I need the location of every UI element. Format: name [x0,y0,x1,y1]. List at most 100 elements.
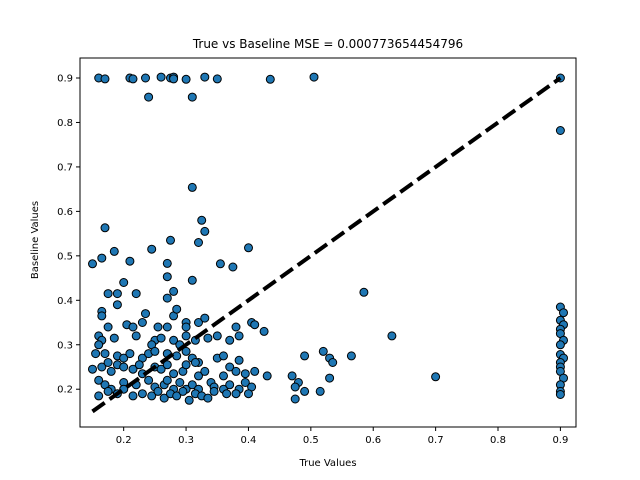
y-tick-label: 0.3 [57,340,73,351]
scatter-point [162,375,172,385]
scatter-point [187,92,197,102]
scatter-point [555,126,565,135]
scatter-point [169,286,179,296]
scatter-point [100,74,110,84]
scatter-point [156,333,166,343]
scatter-point [141,73,150,83]
x-tick-label: 0.4 [240,435,256,446]
scatter-point [94,375,104,385]
scatter-point [125,349,135,359]
scatter-point [156,364,166,374]
scatter-point [88,259,97,269]
scatter-point [103,322,113,332]
scatter-point [137,389,147,399]
scatter-point [200,313,210,323]
scatter-point [265,74,275,84]
scatter-point [172,391,182,401]
scatter-point [169,74,179,84]
scatter-point [88,364,97,374]
scatter-point [231,389,241,399]
scatter-point [144,375,154,385]
y-tick-label: 0.6 [57,207,73,218]
y-tick-label: 0.7 [57,162,73,173]
scatter-point [187,275,197,285]
scatter-point [200,72,210,82]
scatter-point [431,372,441,382]
scatter-point [200,226,210,236]
scatter-point [147,244,157,254]
scatter-point [119,278,129,287]
scatter-point [203,333,213,343]
scatter-point [109,333,119,343]
scatter-point [97,253,107,263]
scatter-point [184,395,194,405]
scatter-point [119,353,129,363]
scatter-point [100,349,110,359]
x-axis-label: True Values [298,458,356,469]
scatter-point [259,326,269,336]
scatter-point [187,380,197,390]
y-tick-label: 0.2 [57,385,73,396]
scatter-point [225,380,235,390]
scatter-point [555,390,565,399]
scatter-point [197,215,207,225]
scatter-point [131,289,141,299]
scatter-point [119,362,129,372]
scatter-point [109,246,119,256]
scatter-point [97,362,107,372]
scatter-point [387,331,397,341]
y-axis-label: Baseline Values [30,201,41,279]
x-tick-label: 0.9 [552,435,568,446]
scatter-point [100,223,110,233]
scatter-point [162,360,172,370]
scatter-point [219,351,228,361]
scatter-point [240,378,250,387]
scatter-point [200,366,210,376]
scatter-point [244,389,253,399]
y-tick-label: 0.9 [57,74,73,85]
scatter-point [222,389,232,399]
scatter-point [262,371,272,381]
scatter-point [175,378,185,387]
reference-line [91,76,562,414]
scatter-point [212,331,222,341]
scatter-point [359,287,369,297]
scatter-point [309,72,319,82]
scatter-point [300,386,310,396]
scatter-point [234,355,244,365]
chart-title: True vs Baseline MSE = 0.000773654454796 [192,37,463,51]
scatter-point [250,320,260,330]
scatter-point [128,364,138,374]
scatter-point [290,382,300,392]
x-tick-label: 0.2 [116,435,132,446]
scatter-point [166,235,175,245]
scatter-point [91,349,101,359]
scatter-point [219,371,228,381]
scatter-point [137,318,147,327]
x-tick-label: 0.8 [490,435,506,446]
scatter-point [346,351,356,361]
scatter-point [153,386,163,396]
scatter-point [203,393,213,403]
scatter-point [300,351,310,361]
scatter-point [181,346,191,356]
scatter-point [190,358,200,367]
y-tick-label: 0.5 [57,251,73,262]
plot-frame [79,57,577,428]
scatter-point [187,182,197,192]
scatter-point [131,331,141,341]
scatter-point [144,92,154,102]
scatter-point [128,391,138,401]
scatter-point [103,386,113,396]
scatter-point [172,304,182,314]
scatter-point [212,74,222,84]
scatter-point [290,394,300,404]
scatter-point [318,346,328,356]
plot-area: 0.2 0.3 0.4 0.5 0.6 0.7 0.8 0.9 0.2 0.3 0.4 0.5 0.6 0… [57,57,577,446]
scatter-point [128,322,138,332]
scatter-point [209,386,219,396]
scatter-point [231,322,241,332]
scatter-point [234,331,244,341]
scatter-point [181,74,191,84]
